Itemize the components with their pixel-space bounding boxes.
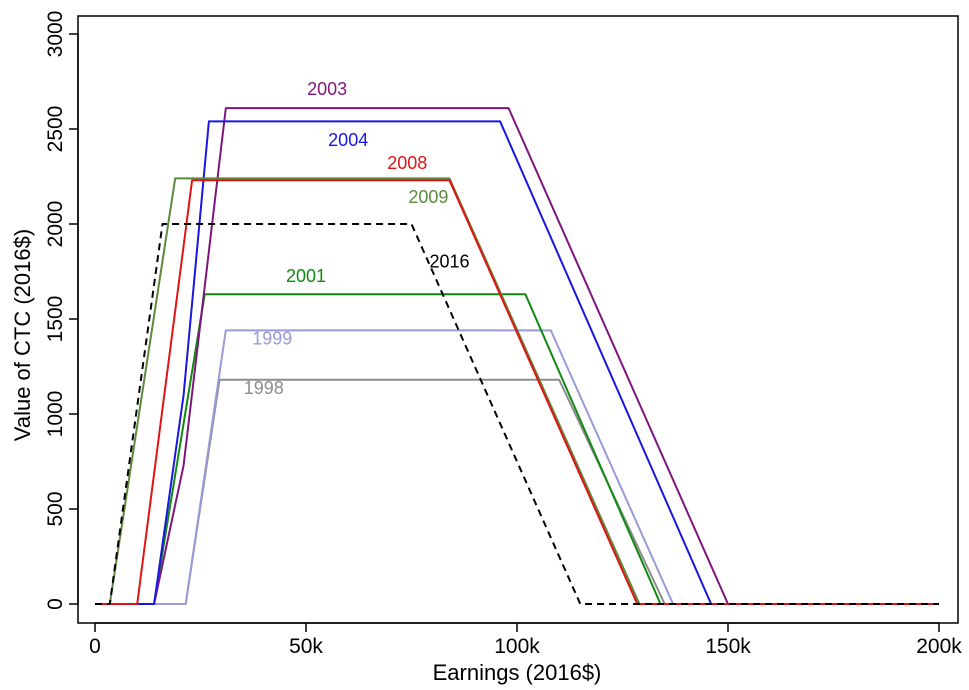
series-label-2004: 2004 — [328, 130, 368, 150]
series-label-1998: 1998 — [244, 378, 284, 398]
series-layer — [95, 107, 939, 605]
x-tick-label: 50k — [289, 635, 323, 658]
series-label-layer: 1998 1999 2001 2003 2004 2009 2008 2016 — [244, 79, 470, 398]
series-label-1999: 1999 — [252, 329, 292, 349]
y-tick-label: 500 — [44, 491, 67, 526]
series-label-2008: 2008 — [387, 153, 427, 173]
x-axis: 0 50k 100k 150k 200k — [89, 622, 962, 658]
y-tick-label: 1500 — [44, 296, 67, 343]
y-tick-label: 2500 — [44, 106, 67, 153]
series-line-2016 — [95, 223, 939, 605]
plot-frame — [77, 15, 959, 624]
x-axis-title: Earnings (2016$) — [433, 660, 602, 685]
series-line-1998 — [95, 378, 939, 605]
y-tick-label: 1000 — [44, 391, 67, 438]
series-line-1999 — [95, 329, 939, 605]
x-tick-label: 200k — [916, 635, 962, 658]
y-tick-label: 2000 — [44, 201, 67, 248]
series-line-2009 — [95, 177, 939, 605]
series-label-2009: 2009 — [408, 187, 448, 207]
y-tick-label: 0 — [44, 598, 67, 610]
series-label-2003: 2003 — [307, 79, 347, 99]
x-tick-label: 100k — [494, 635, 540, 658]
y-axis: 0 500 1000 1500 2000 2500 3000 — [44, 11, 79, 610]
y-tick-label: 3000 — [44, 11, 67, 58]
x-tick-label: 150k — [705, 635, 751, 658]
series-label-2016: 2016 — [429, 252, 469, 272]
y-axis-title: Value of CTC (2016$) — [10, 229, 35, 441]
x-tick-label: 0 — [89, 635, 101, 658]
series-label-2001: 2001 — [286, 266, 326, 286]
series-line-2008 — [95, 179, 939, 605]
series-line-2001 — [95, 293, 939, 605]
